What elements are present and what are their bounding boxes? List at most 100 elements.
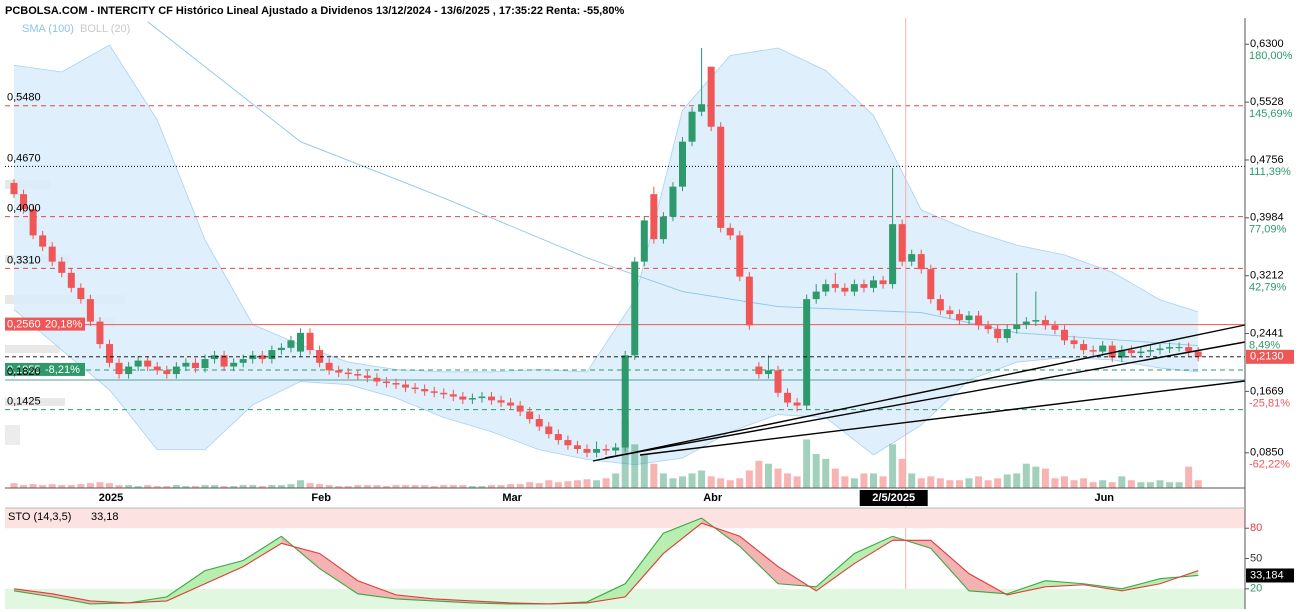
candle-body	[1070, 340, 1078, 345]
bollinger-lower	[13, 309, 1199, 466]
candle-body	[879, 280, 887, 285]
volume-bar	[507, 484, 515, 488]
volume-bar	[984, 480, 992, 488]
volume-bar	[1013, 473, 1021, 488]
volume-bar	[1003, 474, 1011, 488]
volume-bar	[1070, 480, 1078, 488]
candle-body	[316, 350, 324, 363]
candle-body	[1041, 320, 1049, 326]
y-percent-label: -25,81%	[1249, 397, 1290, 409]
candle-body	[411, 387, 419, 390]
candle-body	[373, 377, 381, 382]
volume-bar	[669, 478, 677, 488]
volume-bar	[1032, 466, 1040, 488]
volume-bar	[1080, 478, 1088, 488]
volume-bar	[679, 476, 686, 488]
candle-body	[478, 396, 486, 399]
volume-bar	[268, 485, 276, 488]
volume-bar	[593, 480, 601, 488]
candle-body	[535, 419, 543, 427]
volume-bar	[96, 482, 104, 488]
volume-bar	[631, 444, 639, 488]
volume-bar	[411, 485, 419, 488]
candle-body	[1146, 350, 1154, 352]
candle-body	[488, 396, 495, 401]
candle-body	[526, 411, 534, 420]
candle-body	[1185, 347, 1193, 352]
volume-bar	[650, 463, 658, 488]
volume-bar	[354, 485, 362, 488]
volume-bar	[325, 485, 333, 488]
volume-bar	[955, 480, 963, 488]
volume-bar	[975, 476, 983, 488]
candle-body	[507, 402, 515, 406]
candle-body	[793, 402, 801, 406]
y-percent-label: 77,09%	[1249, 224, 1287, 236]
candle-body	[975, 315, 983, 326]
volume-bar	[306, 483, 314, 488]
y-tick-label: 0,0850	[1250, 447, 1284, 459]
volume-bar	[125, 485, 133, 488]
candle-body	[239, 359, 247, 363]
candle-body	[860, 284, 868, 288]
candle-body	[889, 224, 897, 285]
candle-body	[573, 445, 581, 450]
volume-bar	[287, 484, 295, 488]
zone	[5, 508, 1245, 529]
candle-body	[984, 325, 992, 330]
candle-body	[297, 332, 304, 352]
candle-body	[106, 344, 113, 363]
candle-body	[1175, 347, 1183, 349]
last-price-box	[1246, 349, 1294, 364]
y-percent-label: 180,00%	[1249, 50, 1293, 62]
volume-bar	[335, 486, 343, 488]
candle-body	[688, 111, 696, 142]
candle-body	[172, 366, 180, 375]
sto-fill	[52, 593, 91, 604]
volume-bar	[106, 483, 113, 488]
y-tick-label: 0,1669	[1250, 385, 1284, 397]
candle-body	[20, 194, 28, 210]
candle-body	[430, 391, 438, 393]
candle-body	[764, 370, 772, 375]
sto-fill	[319, 553, 358, 594]
level-box	[5, 362, 85, 376]
candle-body	[67, 272, 75, 288]
candle-body	[354, 374, 362, 376]
candle-body	[230, 362, 238, 367]
y-tick-label: 20	[1250, 583, 1262, 595]
sto-fill	[205, 560, 244, 584]
candle-body	[182, 362, 190, 367]
volume-bar	[602, 478, 610, 488]
volume-bar	[879, 476, 887, 488]
volume-bar	[440, 485, 448, 488]
volume-bar	[402, 485, 410, 488]
volume-bar	[1061, 476, 1068, 488]
candle-body	[994, 329, 1002, 339]
volume-bar	[478, 486, 486, 488]
volume-bar	[67, 485, 75, 488]
volume-bar	[726, 480, 734, 488]
volume-bar	[755, 460, 763, 488]
volume-bar	[573, 480, 581, 488]
sto-fill	[930, 540, 969, 591]
candle-body	[1032, 320, 1040, 322]
volume-bar	[1099, 480, 1107, 488]
x-tick-label: 2/5/2025	[872, 492, 915, 504]
sto-fill	[243, 536, 282, 567]
back-layer	[5, 18, 1245, 609]
legend-entry: SMA (100)	[22, 23, 74, 35]
candle-body	[593, 449, 601, 453]
candle-body	[516, 405, 524, 412]
chart-title: PCBOLSA.COM - INTERCITY CF Histórico Lin…	[5, 5, 624, 17]
volume-bar	[516, 484, 524, 488]
candle-body	[1108, 345, 1116, 358]
sto-fill	[357, 580, 396, 599]
candle-body	[545, 426, 553, 435]
candle-body	[736, 235, 744, 277]
candle-body	[955, 314, 963, 321]
volume-bar	[822, 458, 830, 488]
volume-bar	[1146, 482, 1154, 488]
volume-bar	[927, 476, 935, 488]
